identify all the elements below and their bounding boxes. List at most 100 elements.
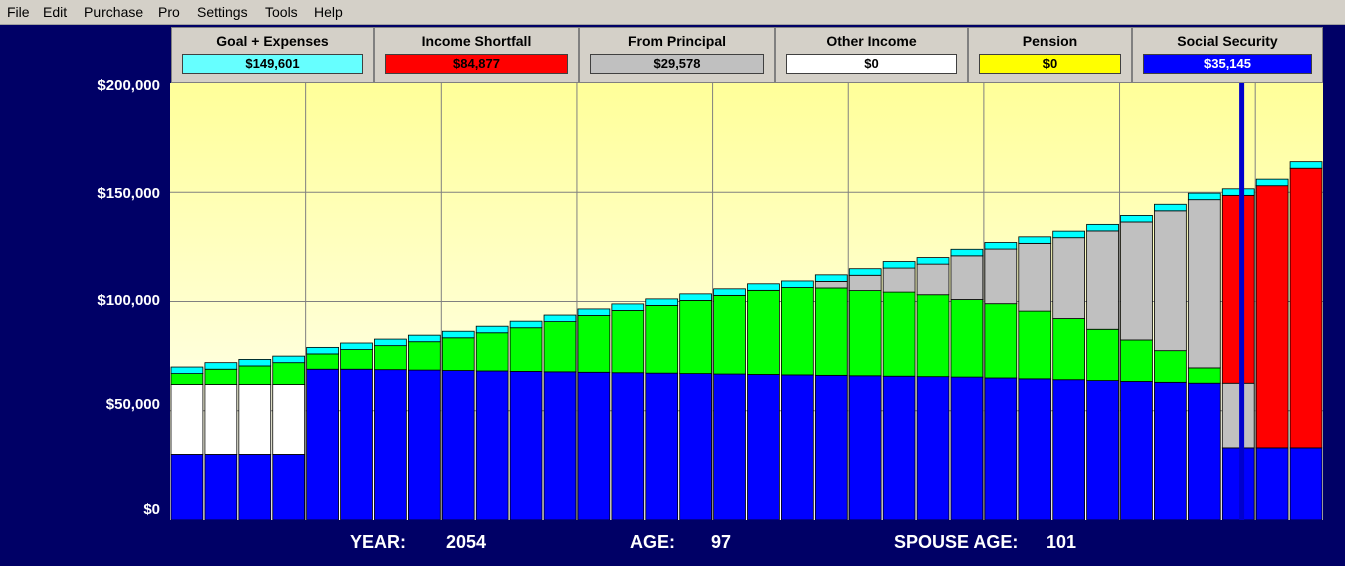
bar-segment-social-security[interactable] <box>272 454 306 520</box>
bar-segment-goal-cap[interactable] <box>407 334 441 343</box>
bar-segment-social-security[interactable] <box>950 376 984 520</box>
bar-segment-social-security[interactable] <box>441 370 475 520</box>
bar-segment-pension[interactable] <box>679 300 712 375</box>
bar-segment-from-principal[interactable] <box>882 267 916 293</box>
bar-segment-goal-cap[interactable] <box>747 283 780 291</box>
bar-segment-pension[interactable] <box>611 310 645 374</box>
bar-segment-goal-cap[interactable] <box>713 288 746 296</box>
bar-segment-goal-cap[interactable] <box>916 257 950 265</box>
menu-purchase[interactable]: Purchase <box>84 4 144 20</box>
bar-segment-social-security[interactable] <box>679 373 712 520</box>
bar-segment-social-security[interactable] <box>611 372 645 520</box>
bar-segment-goal-cap[interactable] <box>441 330 475 339</box>
bar-segment-social-security[interactable] <box>1154 381 1187 520</box>
bar-segment-social-security[interactable] <box>882 375 916 520</box>
bar-segment-social-security[interactable] <box>984 377 1018 520</box>
bar-segment-income-shortfall[interactable] <box>1255 185 1289 449</box>
bar-segment-goal-cap[interactable] <box>509 320 543 329</box>
bar-segment-pension[interactable] <box>1120 339 1153 382</box>
bar-segment-goal-cap[interactable] <box>984 242 1018 250</box>
bar-segment-goal-cap[interactable] <box>272 355 306 364</box>
bar-segment-other-income[interactable] <box>204 384 238 455</box>
bar-segment-goal-cap[interactable] <box>543 314 577 323</box>
bar-segment-social-security[interactable] <box>204 454 238 520</box>
bar-segment-goal-cap[interactable] <box>950 248 984 257</box>
bar-segment-pension[interactable] <box>848 290 882 377</box>
bar-segment-social-security[interactable] <box>1086 380 1119 520</box>
bar-segment-pension[interactable] <box>1154 350 1187 383</box>
bar-segment-goal-cap[interactable] <box>374 338 407 347</box>
bar-segment-goal-cap[interactable] <box>1018 236 1052 244</box>
bar-segment-goal-cap[interactable] <box>238 359 272 367</box>
bar-segment-social-security[interactable] <box>781 374 814 520</box>
bar-segment-goal-cap[interactable] <box>1289 161 1323 169</box>
bar-segment-goal-cap[interactable] <box>1221 188 1255 196</box>
bar-segment-goal-cap[interactable] <box>170 366 204 375</box>
bar-segment-pension[interactable] <box>747 289 780 375</box>
bar-segment-social-security[interactable] <box>306 368 339 520</box>
bar-segment-social-security[interactable] <box>374 369 407 520</box>
bar-segment-pension[interactable] <box>407 341 441 371</box>
bar-segment-goal-cap[interactable] <box>1052 230 1086 239</box>
bar-segment-pension[interactable] <box>441 337 475 371</box>
bar-segment-from-principal[interactable] <box>1154 210 1187 352</box>
menu-help[interactable]: Help <box>314 4 343 20</box>
bar-segment-goal-cap[interactable] <box>781 280 814 288</box>
bar-segment-pension[interactable] <box>238 365 272 385</box>
bar-segment-goal-cap[interactable] <box>577 308 611 316</box>
stacked-bar-chart[interactable] <box>170 83 1323 520</box>
bar-segment-social-security[interactable] <box>1255 447 1289 520</box>
bar-segment-goal-cap[interactable] <box>645 298 679 306</box>
bar-segment-goal-cap[interactable] <box>882 261 916 269</box>
bar-segment-from-principal[interactable] <box>1052 237 1086 319</box>
bar-segment-pension[interactable] <box>713 294 746 375</box>
bar-segment-pension[interactable] <box>781 287 814 376</box>
menu-settings[interactable]: Settings <box>197 4 248 20</box>
bar-segment-social-security[interactable] <box>848 375 882 520</box>
bar-segment-pension[interactable] <box>204 368 238 385</box>
bar-segment-social-security[interactable] <box>1018 378 1052 520</box>
bar-segment-social-security[interactable] <box>475 370 509 520</box>
bar-segment-social-security[interactable] <box>916 376 950 520</box>
bar-segment-goal-cap[interactable] <box>679 293 712 301</box>
bar-segment-pension[interactable] <box>1052 318 1086 381</box>
bar-segment-goal-cap[interactable] <box>814 274 848 282</box>
bar-segment-from-principal[interactable] <box>1187 199 1221 369</box>
bar-segment-pension[interactable] <box>1018 310 1052 380</box>
bar-segment-pension[interactable] <box>950 299 984 378</box>
bar-segment-pension[interactable] <box>984 303 1018 379</box>
bar-segment-pension[interactable] <box>916 294 950 378</box>
bar-segment-social-security[interactable] <box>577 371 611 520</box>
bar-segment-social-security[interactable] <box>645 372 679 520</box>
bar-segment-pension[interactable] <box>272 362 306 385</box>
menu-edit[interactable]: Edit <box>43 4 68 20</box>
bar-segment-goal-cap[interactable] <box>1120 215 1153 223</box>
bar-segment-pension[interactable] <box>374 345 407 371</box>
bar-segment-goal-cap[interactable] <box>1154 203 1187 212</box>
bar-segment-pension[interactable] <box>814 287 848 376</box>
bar-segment-from-principal[interactable] <box>1221 382 1255 449</box>
bar-segment-pension[interactable] <box>509 327 543 372</box>
bar-segment-social-security[interactable] <box>747 374 780 520</box>
bar-segment-from-principal[interactable] <box>814 280 848 289</box>
bar-segment-social-security[interactable] <box>1187 382 1221 520</box>
bar-segment-from-principal[interactable] <box>950 255 984 300</box>
bar-segment-pension[interactable] <box>340 349 373 370</box>
bar-segment-social-security[interactable] <box>1221 447 1255 520</box>
bar-segment-goal-cap[interactable] <box>1086 223 1119 232</box>
menu-pro[interactable]: Pro <box>158 4 180 20</box>
bar-segment-social-security[interactable] <box>238 454 272 520</box>
bar-segment-pension[interactable] <box>1187 367 1221 384</box>
bar-segment-social-security[interactable] <box>814 374 848 520</box>
bar-segment-social-security[interactable] <box>1120 381 1153 520</box>
bar-segment-other-income[interactable] <box>272 384 306 455</box>
bar-segment-social-security[interactable] <box>1289 447 1323 520</box>
bar-segment-pension[interactable] <box>645 305 679 374</box>
bar-segment-social-security[interactable] <box>170 454 204 520</box>
bar-segment-social-security[interactable] <box>1052 379 1086 520</box>
menu-file[interactable]: File <box>7 4 30 20</box>
bar-segment-goal-cap[interactable] <box>848 268 882 276</box>
bar-segment-pension[interactable] <box>170 373 204 385</box>
bar-segment-other-income[interactable] <box>238 384 272 455</box>
bar-segment-goal-cap[interactable] <box>1255 178 1289 187</box>
